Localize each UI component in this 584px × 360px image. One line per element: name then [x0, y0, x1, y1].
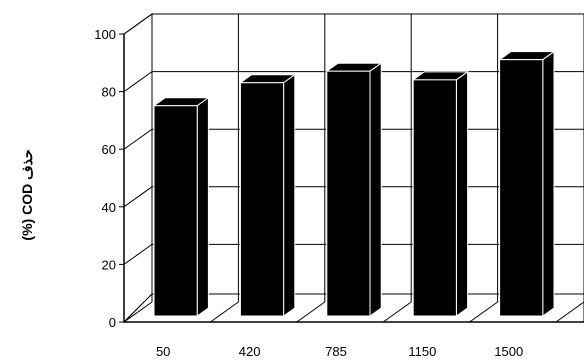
x-tick-label: 1150 — [408, 344, 436, 359]
x-tick-label: 785 — [325, 344, 347, 359]
x-tick-label: 1500 — [494, 344, 523, 359]
floor-line — [555, 301, 584, 323]
bar — [153, 105, 198, 317]
floor-line — [123, 301, 153, 323]
y-tick-label: 100 — [94, 27, 116, 42]
y-axis-label: حذف COD (%) — [19, 149, 35, 240]
bar-side — [542, 50, 555, 317]
bar — [239, 82, 285, 317]
y-tick-label: 0 — [109, 315, 116, 330]
floor-line — [469, 301, 498, 323]
side-wall — [123, 13, 153, 324]
y-tick-label: 60 — [102, 142, 116, 157]
axes — [119, 33, 584, 323]
y-tick-labels: 0 20 40 60 80 100 — [94, 27, 116, 330]
x-tick-label: 50 — [156, 344, 170, 359]
bar-side — [455, 70, 469, 317]
bar — [499, 59, 544, 317]
floor-line — [210, 301, 239, 323]
y-tick-label: 20 — [102, 257, 116, 272]
y-tick-label: 80 — [102, 85, 116, 100]
bars — [152, 50, 556, 317]
bar — [326, 70, 371, 317]
floor-line — [382, 301, 412, 323]
x-tick-labels: 50 420 785 1150 1500 — [156, 344, 523, 359]
bar-side — [369, 62, 382, 317]
y-tick-label: 40 — [102, 200, 116, 215]
x-tick-label: 420 — [239, 344, 261, 359]
bar-side — [196, 96, 209, 317]
bar-side — [283, 73, 296, 317]
bar — [412, 79, 457, 317]
floor-line — [296, 301, 326, 323]
